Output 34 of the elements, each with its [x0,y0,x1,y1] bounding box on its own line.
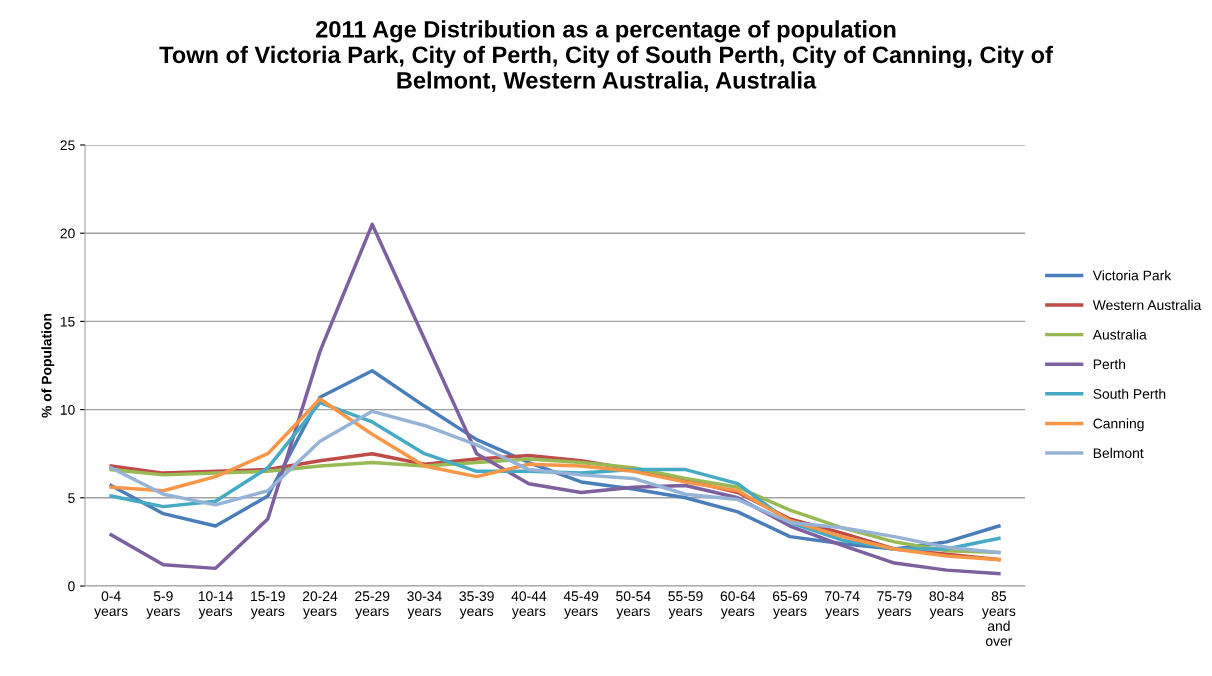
x-tick-label: 35-39 years [459,591,494,619]
y-tick-label: 25 [60,140,75,151]
y-tick-label: 15 [60,316,75,327]
chart-title: 2011 Age Distribution as a percentage of population Town of Victoria Park, City of Perth, City of South Perth, City of Canning, City of Belmont, Western Australia, Australia [159,20,1053,93]
x-tick-label: 50-54 years [616,591,651,619]
x-tick-label: 40-44 years [511,591,547,619]
x-tick-label: 10-14 years [198,591,233,619]
y-tick-label: 0 [68,581,75,592]
y-tick-label: 5 [68,493,75,503]
x-tick-label: 60-64 years [720,591,756,619]
legend-label: South Perth [1093,388,1166,399]
legend-label: Canning [1093,418,1144,432]
y-tick-label: 20 [60,228,75,239]
x-tick-label: 55-59 years [668,591,703,619]
x-tick-label: 70-74 years [825,591,860,619]
x-tick-label: 15-19 years [250,591,285,619]
x-tick-label: 80-84 years [929,591,965,619]
x-tick-label: 75-79 years [877,591,912,619]
x-tick-label: 30-34 years [407,591,442,619]
legend-label: Belmont [1093,447,1144,459]
legend-label: Victoria Park [1092,270,1172,281]
x-tick-label: 85 years and over [981,591,1016,646]
y-axis-title: % of Population [41,313,55,418]
x-tick-label: 25-29 years [355,591,390,619]
legend-label: Western Australia [1092,299,1202,310]
legend-label: Australia [1092,329,1147,340]
x-tick-label: 65-69 years [772,591,808,619]
x-tick-label: 5-9 years [146,591,180,619]
line-series [109,222,1001,576]
x-tick-label: 20-24 years [302,591,338,619]
y-tick-label: 10 [60,404,75,415]
legend-label: Perth [1093,359,1126,370]
x-tick-label: 45-49 years [563,591,599,619]
x-tick-label: 0-4 years [94,591,128,619]
